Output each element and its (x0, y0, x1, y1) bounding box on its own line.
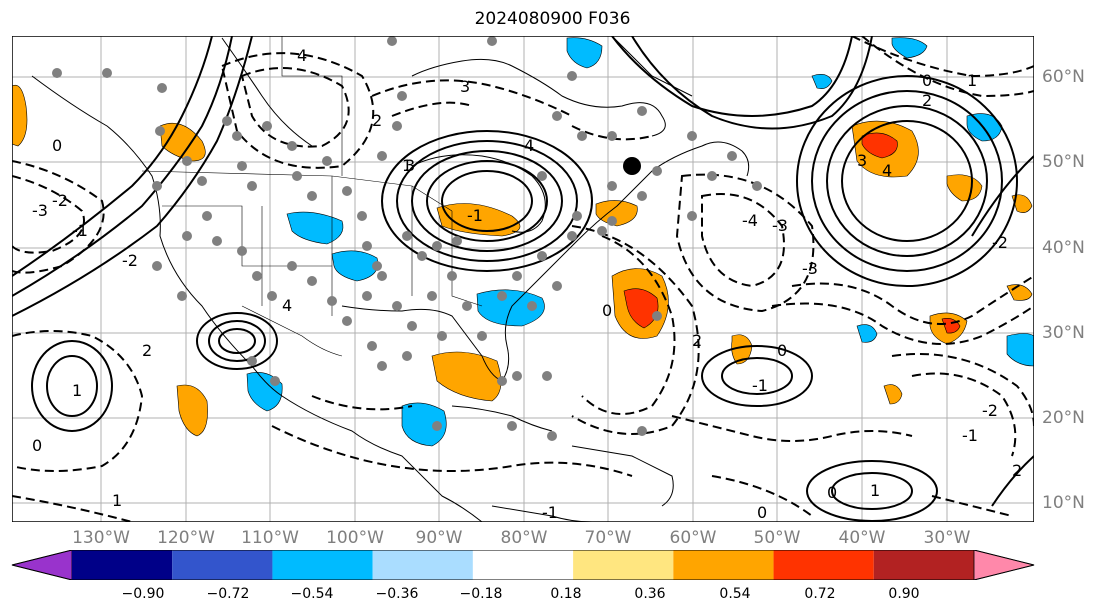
colorbar-segment (472, 550, 574, 580)
lon-label: 100°W (326, 528, 384, 548)
colorbar-segment (873, 550, 974, 580)
map-panel: 4 4 3 2 1 0 -1 -2 -3 -2 -1 0 1 2 3 4 -3 … (12, 36, 1034, 522)
colorbar-tick: 0.72 (804, 586, 836, 602)
lon-label: 70°W (584, 528, 632, 548)
colorbar-segment (11, 550, 73, 580)
colorbar-tick: 0.90 (888, 586, 920, 602)
contour-label-group: 4 4 3 2 1 0 -1 -2 -3 -2 -1 0 1 2 3 4 -3 … (32, 46, 1022, 522)
highlight-station (623, 157, 641, 175)
contour-label: 0 (602, 301, 612, 320)
contour-label: 3 (857, 151, 867, 170)
lon-label: 40°W (838, 528, 886, 548)
lat-label: 10°N (1042, 493, 1085, 513)
contour-label: -1 (962, 426, 978, 445)
colorbar-segment (973, 550, 1035, 580)
colorbar-segments (11, 550, 1035, 580)
contour-label: -2 (122, 251, 138, 270)
contour-label: 2 (1012, 461, 1022, 480)
contour-label: -3 (772, 216, 788, 235)
lon-label: 120°W (157, 528, 215, 548)
lon-label: 110°W (241, 528, 299, 548)
colorbar-outline (11, 550, 1035, 580)
colorbar-segment (372, 550, 473, 580)
contour-label: -1 (72, 221, 88, 240)
contour-label: 2 (922, 91, 932, 110)
colorbar-tick: 0.54 (719, 586, 751, 602)
lon-label: 60°W (669, 528, 717, 548)
contour-label: 1 (402, 156, 412, 175)
colorbar-tick: 0.18 (550, 586, 582, 602)
lon-label: 90°W (415, 528, 463, 548)
contour-label: 2 (372, 111, 382, 130)
contour-label: 2 (142, 341, 152, 360)
contour-label: 2 (692, 331, 702, 350)
contour-label: 4 (282, 296, 292, 315)
contour-label: 1 (112, 491, 122, 510)
lat-label: 50°N (1042, 152, 1085, 172)
colorbar-segment (172, 550, 273, 580)
contour-label: 0 (52, 136, 62, 155)
colorbar-tick: −0.18 (459, 586, 503, 602)
contour-label: 4 (297, 46, 307, 65)
contours-dashed (12, 36, 1034, 522)
colorbar-segment (72, 550, 173, 580)
map-title: 2024080900 F036 (474, 9, 631, 29)
colorbar-tick: −0.90 (121, 586, 165, 602)
contour-label: 0 (922, 71, 932, 90)
contour-label: -1 (542, 503, 558, 522)
contour-label: 0 (757, 503, 767, 522)
contour-label: -1 (752, 376, 768, 395)
lon-label: 50°W (753, 528, 801, 548)
lon-label: 130°W (72, 528, 130, 548)
colorbar-tick: −0.72 (206, 586, 250, 602)
contour-label: -4 (742, 211, 758, 230)
contour-label: 1 (72, 381, 82, 400)
contour-label: 3 (405, 156, 415, 175)
contour-label: 1 (967, 71, 977, 90)
contour-label: 3 (460, 77, 470, 96)
lon-label: 30°W (923, 528, 971, 548)
colorbar-segment (673, 550, 774, 580)
colorbar-tick: 0.36 (634, 586, 666, 602)
contour-label: -2 (992, 233, 1008, 252)
contours-solid (12, 36, 1034, 522)
colorbar-tick: −0.54 (290, 586, 334, 602)
colorbar-tick: −0.36 (375, 586, 419, 602)
lat-label: 20°N (1042, 408, 1085, 428)
contour-label: 4 (882, 161, 892, 180)
colorbar-segment (773, 550, 874, 580)
colorbar-segment (573, 550, 674, 580)
contour-label: -1 (467, 206, 483, 225)
lat-label: 30°N (1042, 323, 1085, 343)
colorbar-segment (272, 550, 373, 580)
contour-label: 4 (524, 136, 534, 155)
contour-label: -3 (802, 259, 818, 278)
contour-label: 0 (777, 341, 787, 360)
lon-label: 80°W (500, 528, 548, 548)
contour-label: -2 (52, 191, 68, 210)
lat-label: 60°N (1042, 67, 1085, 87)
station-dots (52, 36, 762, 441)
lat-label: 40°N (1042, 238, 1085, 258)
colorbar (11, 550, 1035, 580)
contour-label: -3 (32, 201, 48, 220)
coastlines (31, 36, 750, 522)
contour-label: 1 (870, 481, 880, 500)
contour-label: 0 (32, 436, 42, 455)
contour-label: 0 (827, 483, 837, 502)
contour-label: -2 (982, 401, 998, 420)
